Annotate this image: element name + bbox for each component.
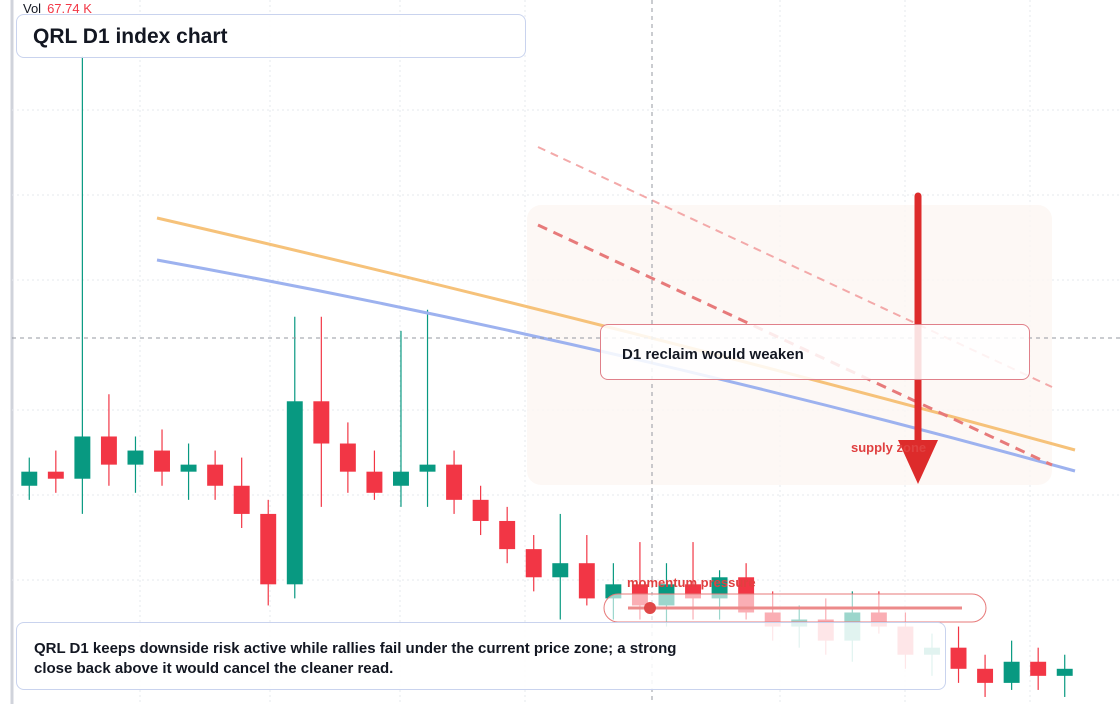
candle-body — [711, 577, 728, 599]
candle-body — [1030, 661, 1047, 676]
candle-body — [154, 450, 170, 472]
candle-body — [127, 450, 144, 465]
candle-body — [950, 647, 967, 669]
candle-body — [578, 563, 595, 599]
note-text: QRL D1 keeps downside risk active while … — [34, 640, 677, 677]
candle-body — [313, 401, 330, 444]
lower-dashed — [537, 223, 1053, 467]
momentum-label: momentum pressure — [627, 575, 756, 590]
candle-body — [419, 464, 436, 472]
chart-title: QRL D1 index chart — [33, 25, 228, 48]
candle-body — [552, 563, 569, 578]
candle-body — [47, 471, 64, 479]
candle-body — [21, 471, 38, 486]
arrow-head — [898, 440, 938, 484]
reclaim-label: D1 reclaim would weaken — [622, 346, 804, 363]
momentum-dot — [644, 602, 656, 614]
candle-body — [180, 464, 197, 472]
candle-body — [393, 471, 409, 486]
reclaim-box: D1 reclaim would weaken — [600, 324, 1030, 380]
candle-body — [525, 549, 542, 578]
candle-body — [1056, 668, 1073, 676]
upper-dashed — [537, 146, 1053, 388]
candle-body — [207, 464, 224, 486]
supply-label: supply zone — [851, 440, 927, 455]
candle-body — [1003, 661, 1020, 683]
candle-body — [74, 436, 91, 479]
vol-label: Vol — [23, 1, 42, 16]
volume-legend: Vol 67.74 K — [23, 1, 92, 16]
candle-body — [446, 464, 463, 500]
candle-body — [233, 485, 250, 514]
candle-body — [100, 436, 117, 465]
note-box: QRL D1 keeps downside risk active while … — [16, 622, 946, 690]
candle-body — [260, 513, 277, 585]
title-box: QRL D1 index chart — [16, 14, 526, 58]
candle-body — [977, 668, 994, 683]
candle-body — [286, 401, 303, 585]
candle-body — [339, 443, 356, 472]
candle-body — [472, 499, 489, 521]
candle-body — [366, 471, 383, 493]
candle-body — [499, 520, 516, 550]
vol-value: 67.74 K — [47, 1, 92, 16]
